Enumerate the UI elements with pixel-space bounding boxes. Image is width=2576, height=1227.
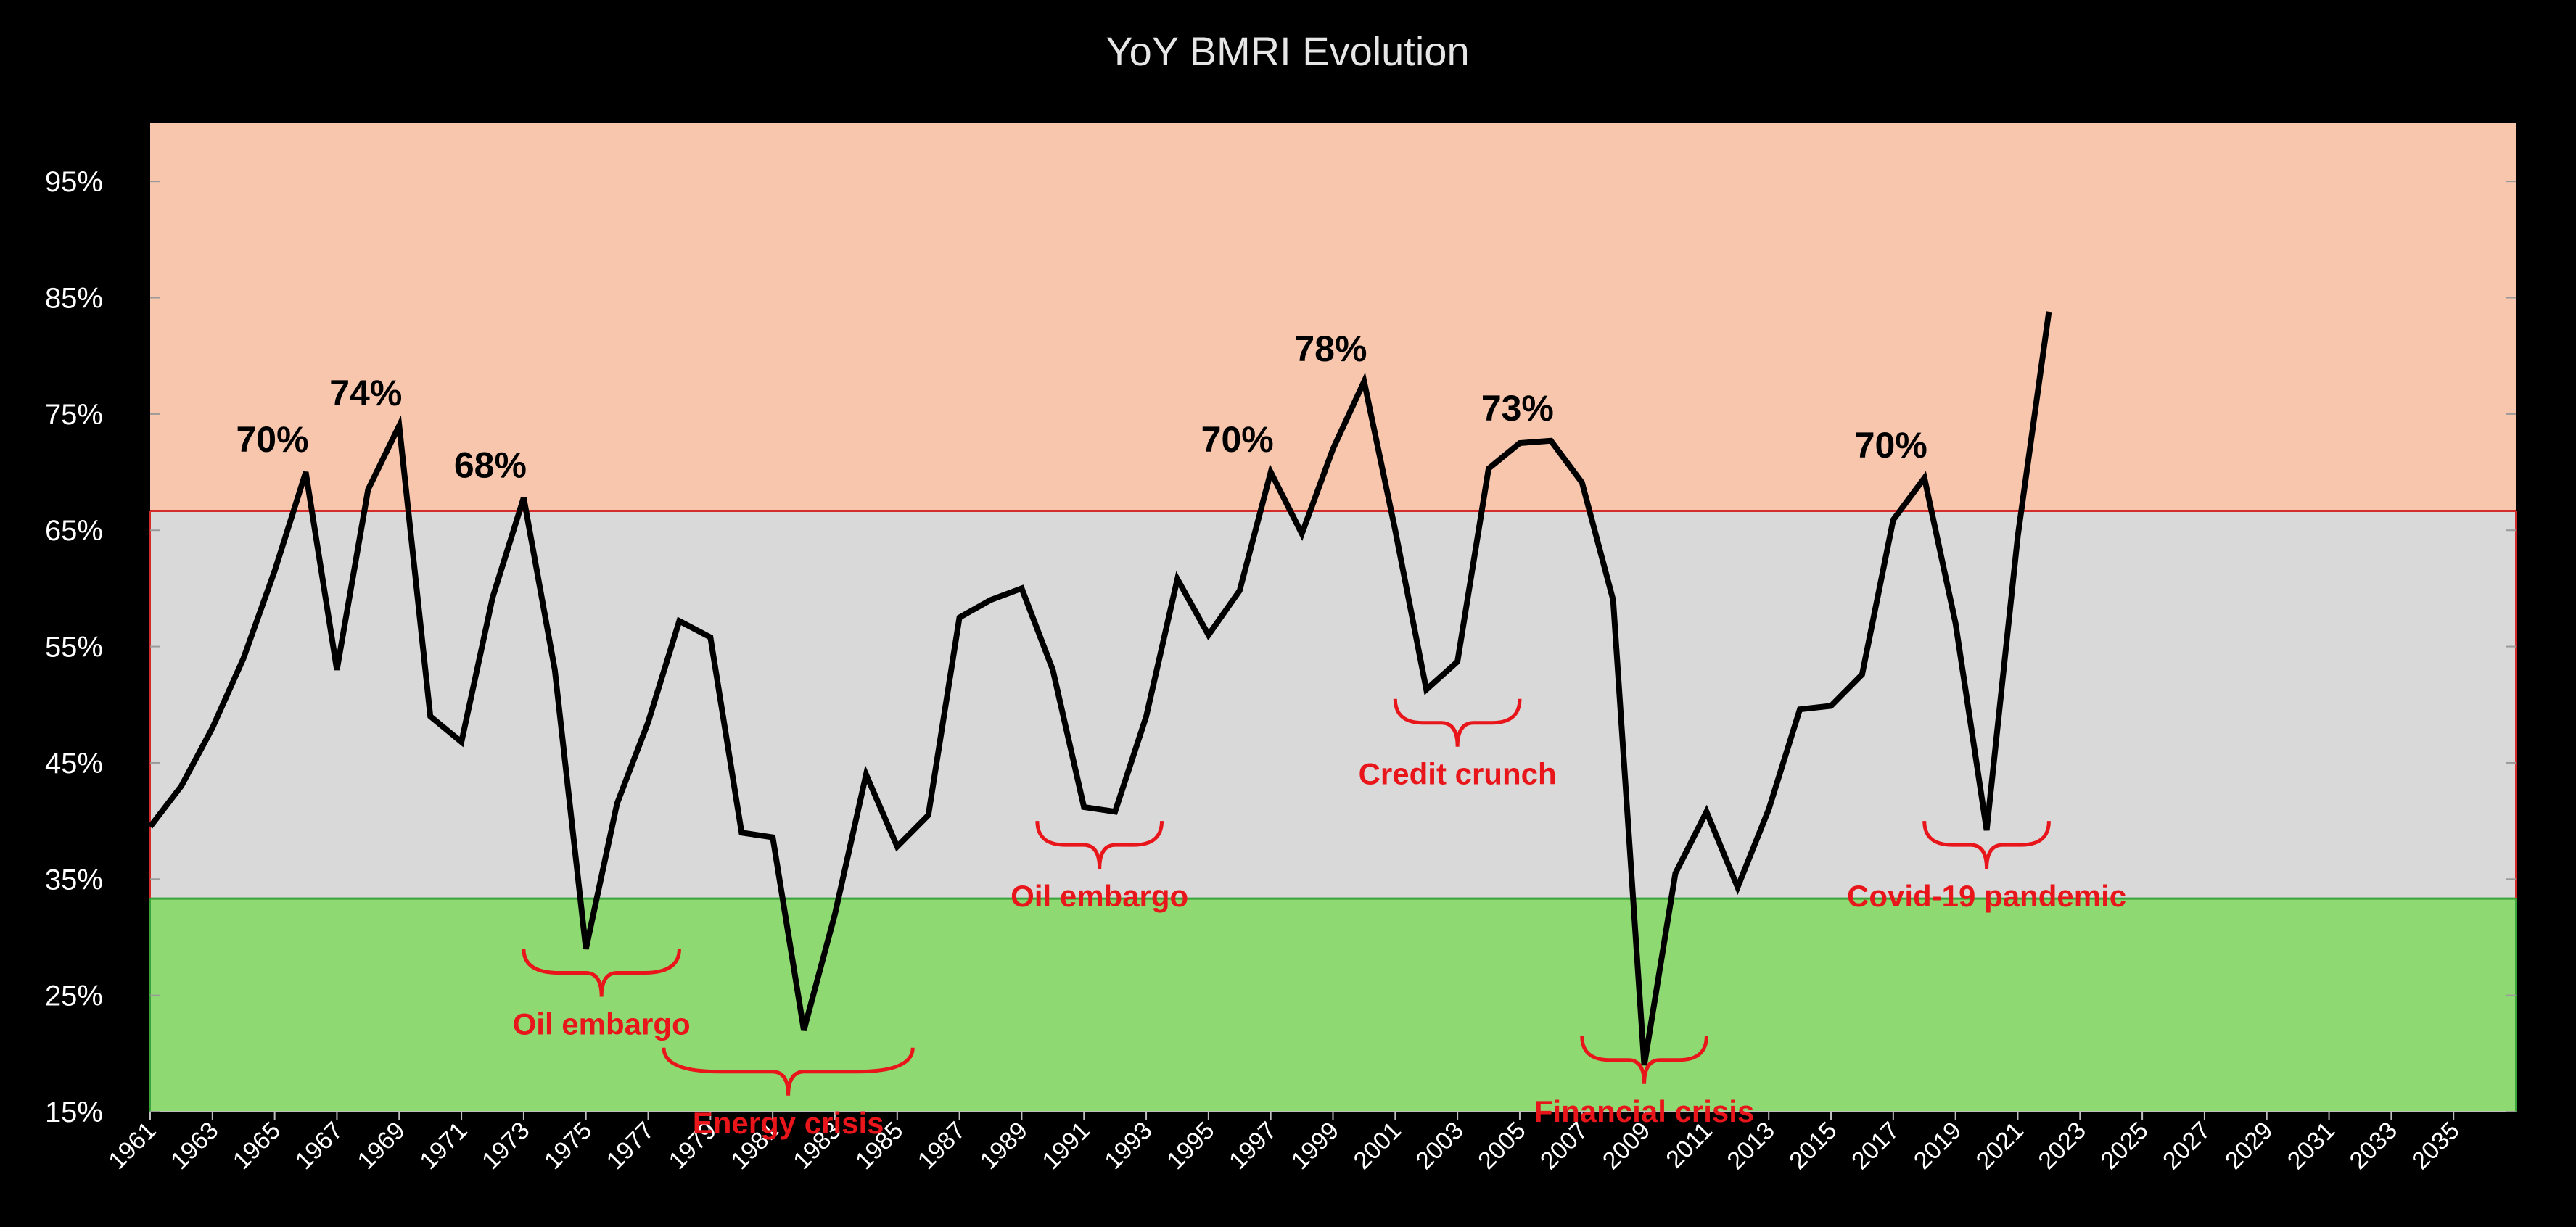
y-tick-label: 85%	[45, 283, 103, 315]
y-tick-label: 95%	[45, 166, 103, 198]
peak-label: 78%	[1294, 329, 1367, 369]
peak-label: 70%	[1855, 425, 1927, 466]
event-label: Credit crunch	[1359, 757, 1557, 791]
y-tick-label: 25%	[45, 980, 103, 1012]
y-tick-label: 15%	[45, 1096, 103, 1128]
event-label: Financial crisis	[1534, 1094, 1754, 1128]
peak-labels: 70% 74% 68% 70% 78% 73% 70%	[236, 329, 1927, 485]
event-label: Energy crisis	[693, 1106, 884, 1140]
peak-label: 70%	[1201, 419, 1274, 460]
y-tick-label: 55%	[45, 632, 103, 664]
series-line-group	[147, 311, 2052, 1066]
event-label: Covid-19 pandemic	[1847, 879, 2126, 913]
event-brace	[1580, 1036, 1708, 1084]
chart-title: YoY BMRI Evolution	[1106, 28, 1469, 74]
y-tick-label: 45%	[45, 748, 103, 780]
peak-label: 74%	[329, 373, 402, 413]
band-1	[150, 511, 2516, 899]
y-axis-ticks: 15% 25% 35% 45% 55% 65% 75% 85% 95%	[45, 166, 2516, 1128]
peak-label: 73%	[1481, 388, 1554, 429]
event-label: Oil embargo	[1011, 879, 1188, 913]
y-tick-label: 75%	[45, 399, 103, 431]
y-tick-label: 35%	[45, 864, 103, 896]
band-2	[150, 898, 2516, 1112]
peak-label: 70%	[236, 419, 309, 460]
peak-label: 68%	[454, 445, 527, 485]
series-line-0	[147, 311, 2052, 1066]
threshold-bands	[149, 123, 2517, 1112]
y-tick-label: 65%	[45, 515, 103, 547]
event-label: Oil embargo	[513, 1007, 691, 1041]
event-annotations: Oil embargo Energy crisis Oil embargo Credi…	[513, 698, 2126, 1140]
